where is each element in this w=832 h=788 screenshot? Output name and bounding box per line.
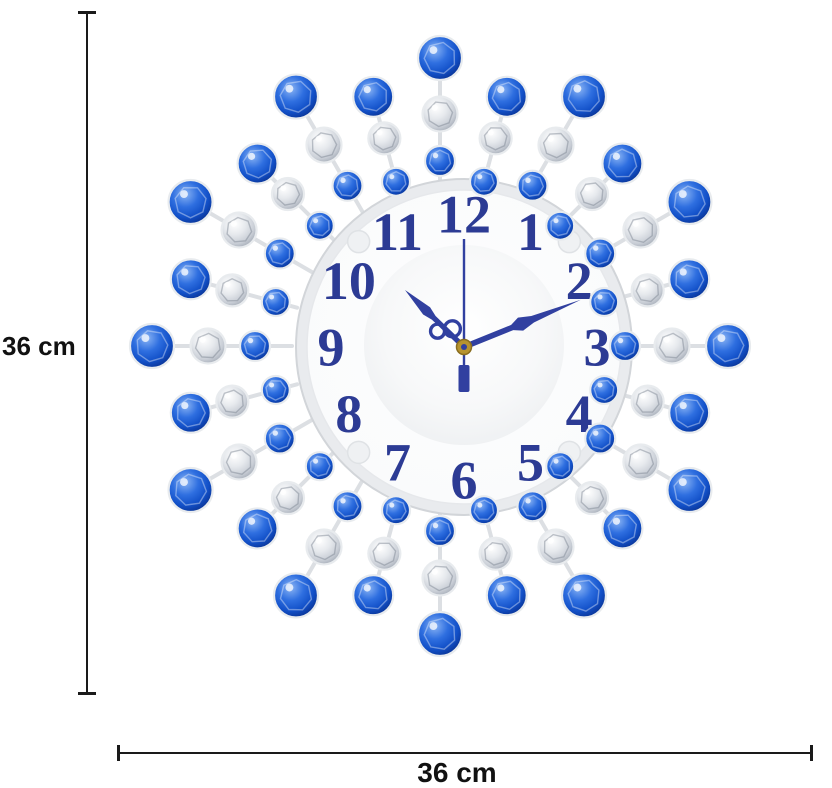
- crystal-gem-clear: [305, 126, 343, 164]
- crystal-gem-blue: [352, 574, 395, 617]
- dial-numeral: 10: [322, 251, 376, 311]
- crystal-gem-blue: [560, 73, 608, 120]
- crystal-gem-blue: [169, 391, 212, 434]
- crystal-gem-clear: [478, 121, 513, 156]
- crystal-gem-blue: [704, 322, 752, 370]
- crystal-gem-blue: [666, 178, 713, 226]
- dial-numeral: 9: [318, 317, 345, 377]
- minute-hand: [461, 299, 581, 351]
- crystal-gem-blue: [331, 490, 364, 523]
- crystal-gem-clear: [537, 126, 575, 164]
- crystal-gem-blue: [238, 329, 272, 363]
- crystal-gem-blue: [601, 507, 644, 550]
- center-pin-cap: [461, 344, 467, 350]
- crystal-gem-clear: [574, 480, 610, 516]
- width-dimension-cap-right: [810, 745, 813, 761]
- dial-numeral: 11: [372, 202, 423, 262]
- crystal-gem-blue: [352, 75, 395, 118]
- crystal-gem-clear: [220, 443, 258, 481]
- height-dimension-label: 36 cm: [2, 331, 76, 361]
- crystal-gem-clear: [478, 536, 513, 571]
- crystal-gem-blue: [485, 574, 528, 617]
- crystal-gem-clear: [367, 121, 402, 156]
- crystal-gem-blue: [560, 572, 608, 619]
- crystal-gem-blue: [468, 166, 500, 197]
- crystal-gem-blue: [468, 495, 500, 526]
- crystal-gem-clear: [305, 528, 343, 566]
- dial-screw: [346, 229, 371, 254]
- crystal-gem-blue: [263, 237, 296, 270]
- crystal-gem-blue: [601, 142, 644, 185]
- crystal-gem-blue: [380, 495, 412, 526]
- crystal-gem-blue: [167, 178, 214, 226]
- crystal-gem-clear: [537, 528, 575, 566]
- crystal-gem-blue: [584, 422, 617, 455]
- crystal-gem-blue: [608, 329, 642, 363]
- crystal-gem-blue: [668, 391, 711, 434]
- crystal-gem-blue: [167, 466, 214, 514]
- dial-screw: [346, 440, 371, 465]
- crystal-gem-blue: [272, 572, 320, 619]
- crystal-gem-clear: [622, 443, 660, 481]
- crystal-gem-blue: [260, 286, 291, 318]
- height-dimension-line: [86, 12, 88, 694]
- clock-hands: [405, 239, 581, 392]
- crystal-gem-blue: [423, 144, 457, 178]
- crystal-gem-blue: [584, 237, 617, 270]
- crystal-gem-clear: [421, 95, 459, 133]
- crystal-gem-blue: [416, 610, 464, 658]
- crystal-gem-clear: [367, 536, 402, 571]
- crystal-gem-blue: [545, 210, 576, 241]
- dial-numeral: 1: [517, 202, 544, 262]
- height-dimension-cap-bottom: [78, 692, 96, 695]
- crystal-gem-clear: [653, 327, 691, 365]
- dial-numeral: 3: [584, 317, 611, 377]
- crystal-gem-blue: [169, 258, 212, 301]
- height-dimension-cap-top: [78, 11, 96, 14]
- crystal-gem-clear: [270, 480, 306, 516]
- crystal-gem-clear: [220, 211, 258, 249]
- crystal-gem-blue: [589, 374, 620, 406]
- crystal-gem-blue: [272, 73, 320, 120]
- crystal-gem-blue: [668, 258, 711, 301]
- crystal-gem-blue: [380, 166, 412, 197]
- crystal-gem-blue: [236, 142, 279, 185]
- crystal-gem-clear: [630, 384, 665, 419]
- crystal-gem-blue: [304, 210, 335, 241]
- crystal-gem-blue: [331, 169, 364, 202]
- crystal-gem-blue: [666, 466, 713, 514]
- crystal-gems: [128, 34, 752, 658]
- crystal-gem-blue: [516, 169, 549, 202]
- crystal-gem-blue: [423, 514, 457, 548]
- crystal-gem-clear: [421, 559, 459, 597]
- crystal-gem-blue: [589, 286, 620, 318]
- crystal-gem-clear: [215, 384, 250, 419]
- crystal-gem-blue: [260, 374, 291, 406]
- crystal-gem-clear: [270, 176, 306, 212]
- width-dimension-line: [118, 752, 812, 754]
- dial-numeral: 7: [384, 433, 411, 493]
- width-dimension-cap-left: [117, 745, 120, 761]
- crystal-gem-blue: [304, 451, 335, 482]
- crystal-gem-blue: [545, 451, 576, 482]
- dial-numeral: 8: [335, 384, 362, 444]
- dial-numeral: 5: [517, 433, 544, 493]
- crystal-gem-clear: [574, 176, 610, 212]
- hour-hand: [405, 290, 468, 351]
- crystal-gem-blue: [516, 490, 549, 523]
- crystal-gem-blue: [416, 34, 464, 82]
- crystal-gem-blue: [128, 322, 176, 370]
- width-dimension-label: 36 cm: [417, 757, 497, 788]
- crystal-gem-blue: [485, 75, 528, 118]
- crystal-gem-blue: [236, 507, 279, 550]
- crystal-gem-clear: [622, 211, 660, 249]
- crystal-gem-clear: [215, 273, 250, 308]
- crystal-gem-blue: [263, 422, 296, 455]
- crystal-gem-clear: [630, 273, 665, 308]
- crystal-gem-clear: [189, 327, 227, 365]
